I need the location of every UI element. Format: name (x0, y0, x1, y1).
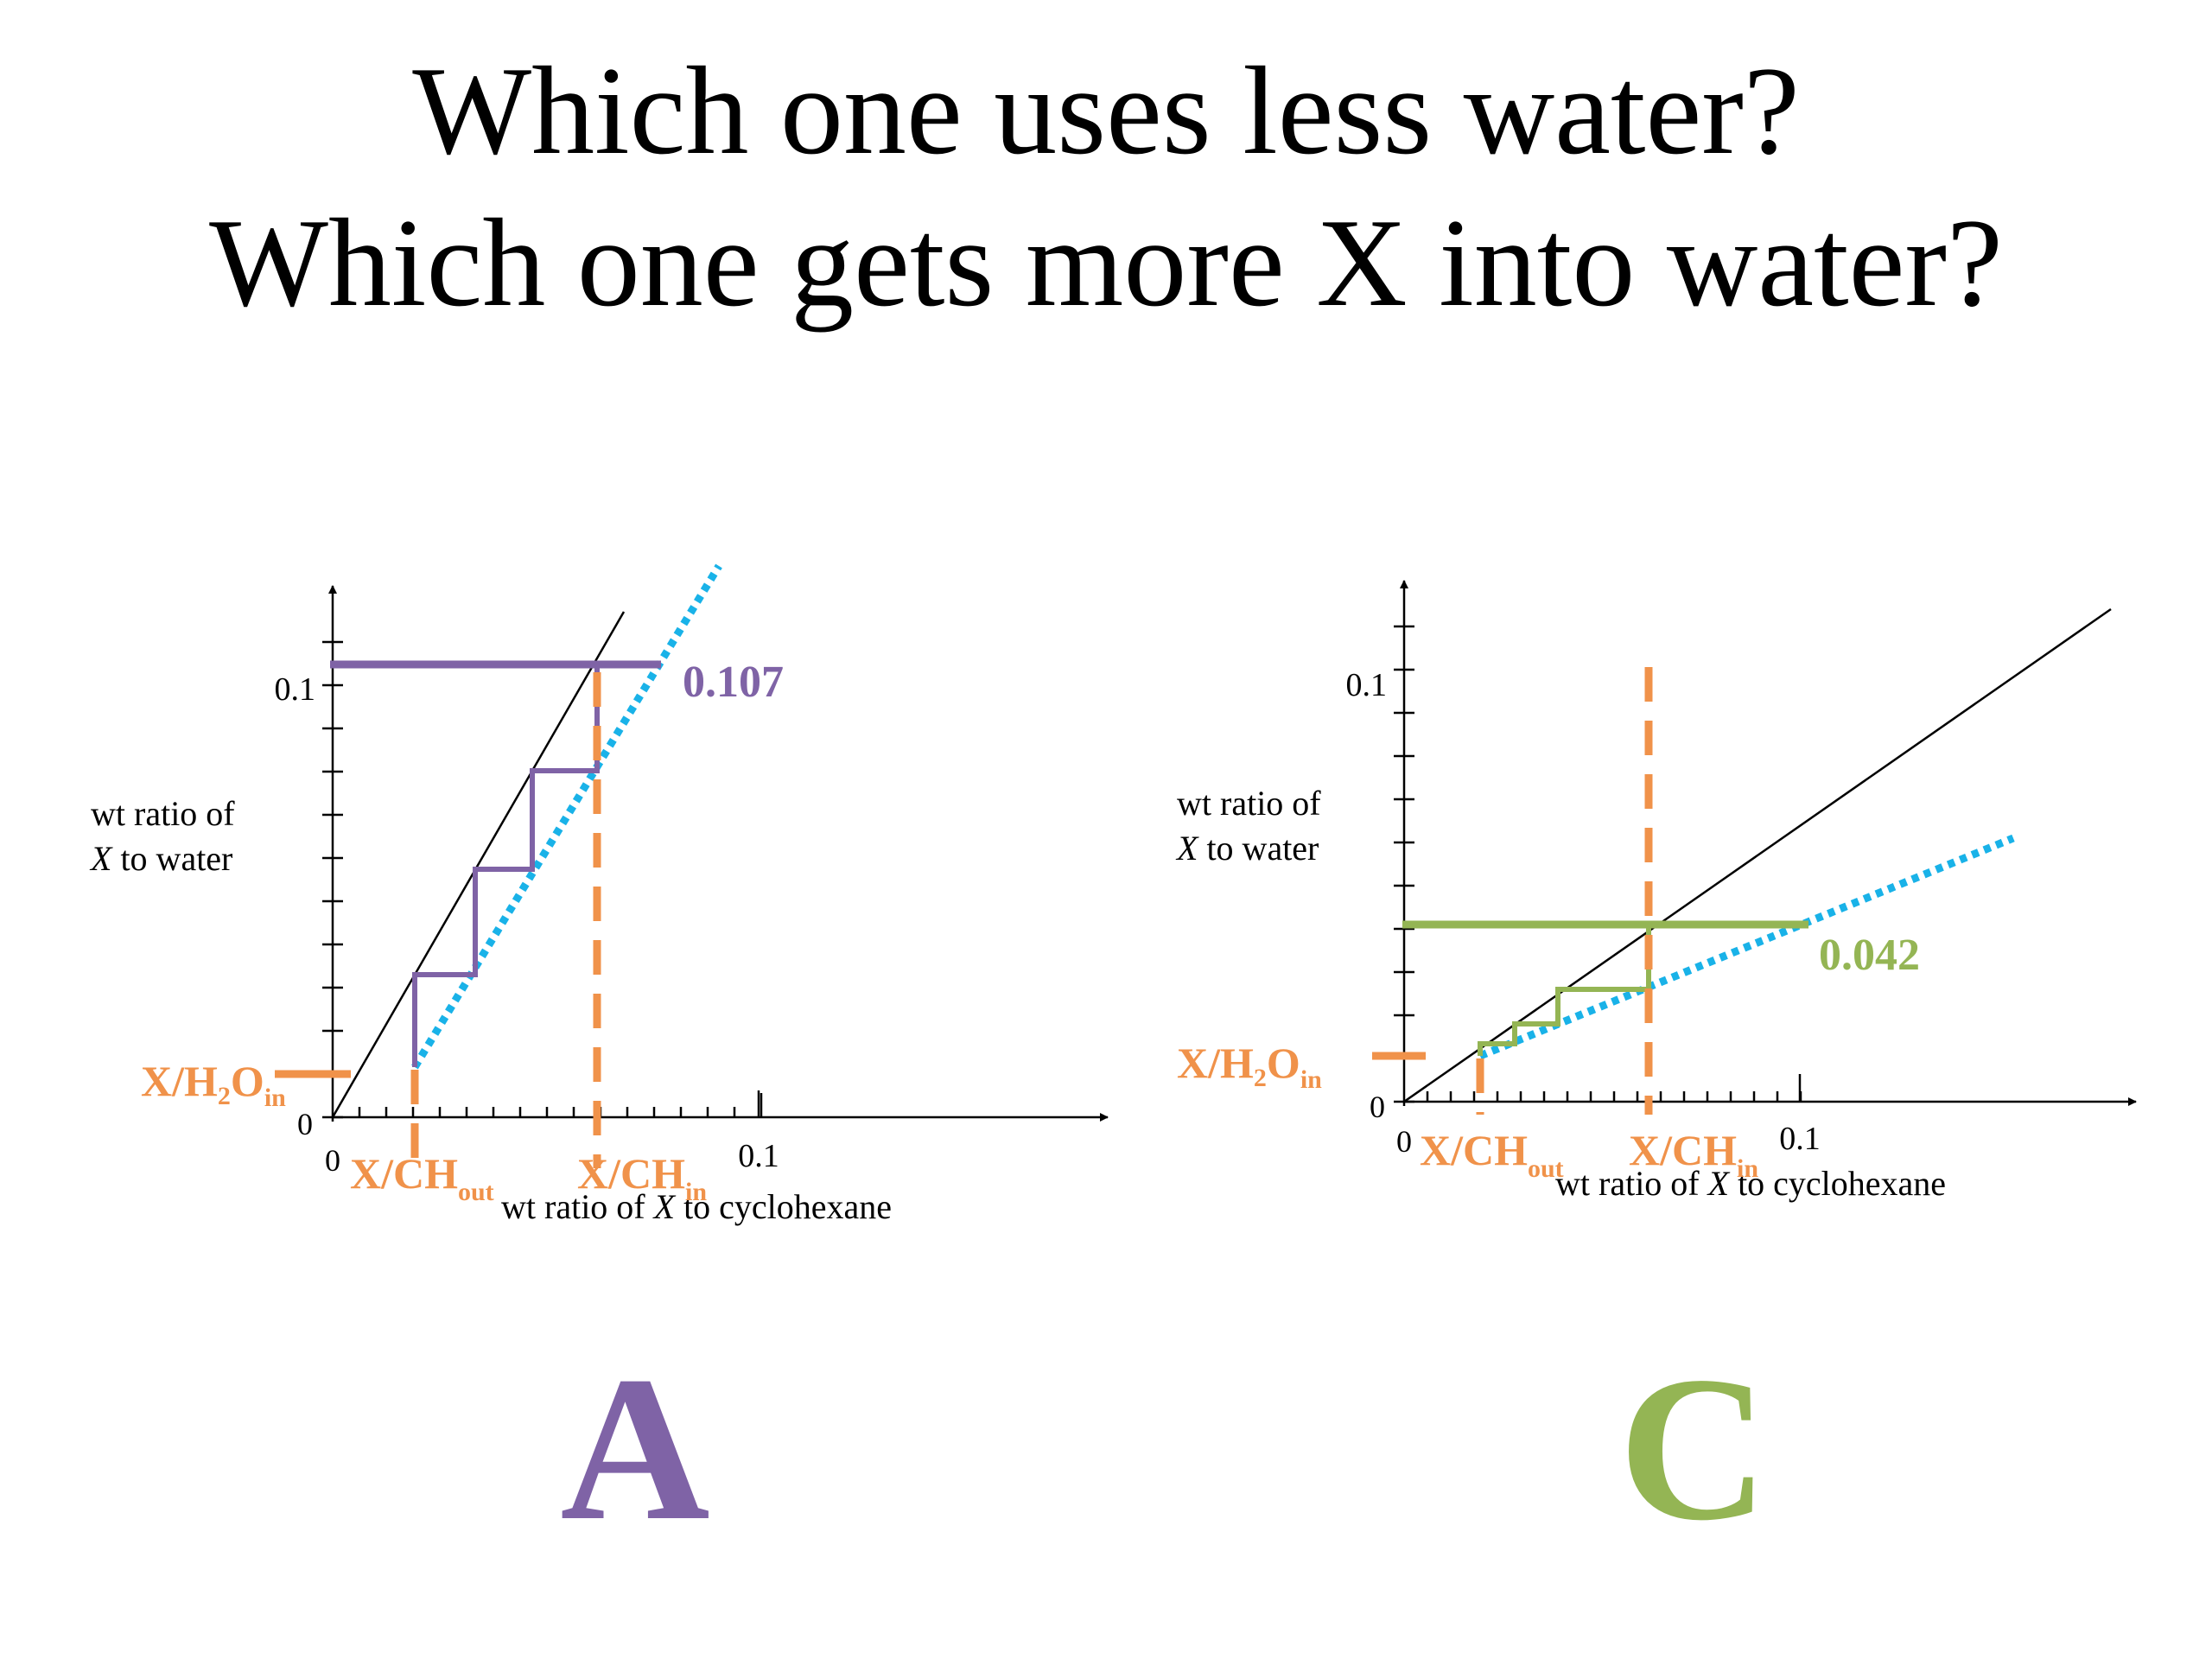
panel-a-axes (328, 585, 1109, 1122)
panel-a-x-in-label: X/H2Oin (141, 1057, 286, 1112)
panel-a-xtick-max: 0.1 (738, 1138, 779, 1174)
panel-a-ytick-zero: 0 (297, 1107, 313, 1141)
panel-a-xlabel: wt ratio of X to cyclohexane (501, 1187, 892, 1226)
panel-c-xtick-max: 0.1 (1779, 1121, 1821, 1157)
panel-a-ylabel-line-1: wt ratio of (91, 794, 235, 833)
diagram-panel-a: 0.107 0.1 0 0 0.1 wt ratio of X to water… (89, 563, 1109, 1563)
panel-c-x-ticks (1426, 1074, 1802, 1102)
panel-a-letter: A (560, 1333, 709, 1563)
panel-a-ch-in-label: X/CHin (577, 1149, 707, 1206)
panel-c-ytick-max: 0.1 (1346, 667, 1388, 703)
panel-a-equilibrium-line (331, 611, 626, 1118)
slide-title: Which one uses less water? Which one get… (0, 35, 2212, 339)
panel-c-stage-steps (1478, 925, 1651, 1056)
panel-c-x-in-label: X/H2Oin (1177, 1039, 1322, 1094)
panel-c-ch-out-label: X/CHout (1420, 1126, 1564, 1183)
title-line-2: Which one gets more X into water? (209, 193, 2003, 333)
title-line-1: Which one uses less water? (412, 41, 1800, 181)
panel-a-ch-out-label: X/CHout (350, 1149, 494, 1206)
panel-c-y-ticks (1394, 625, 1414, 1103)
panel-a-xtick-zero: 0 (325, 1143, 340, 1178)
diagram-panel-c: 0.042 0.1 0 0 0.1 wt ratio of X to water… (1175, 580, 2137, 1563)
panel-c-letter: C (1618, 1333, 1768, 1563)
panel-a-y-ticks (322, 640, 343, 1119)
panel-a-value-label: 0.107 (683, 658, 784, 707)
panel-c-ylabel-line-2: X to water (1175, 829, 1319, 868)
panel-c-equilibrium-line (1403, 607, 2112, 1103)
panel-c-ylabel-line-1: wt ratio of (1177, 784, 1321, 823)
panel-a-stage-steps (412, 664, 600, 1067)
panel-a-x-ticks (358, 1090, 763, 1117)
panel-c-xlabel: wt ratio of X to cyclohexane (1555, 1164, 1946, 1203)
panel-c-value-label: 0.042 (1819, 931, 1920, 980)
panel-a-ytick-max: 0.1 (275, 671, 316, 708)
panel-a-ylabel-line-2: X to water (89, 839, 232, 878)
panel-a-operating-line (411, 563, 722, 1070)
panel-c-operating-line (1478, 834, 2015, 1060)
panel-c-ytick-zero: 0 (1370, 1090, 1385, 1124)
panel-c-ch-in-label: X/CHin (1629, 1126, 1758, 1183)
panel-c-xtick-zero: 0 (1396, 1124, 1412, 1159)
